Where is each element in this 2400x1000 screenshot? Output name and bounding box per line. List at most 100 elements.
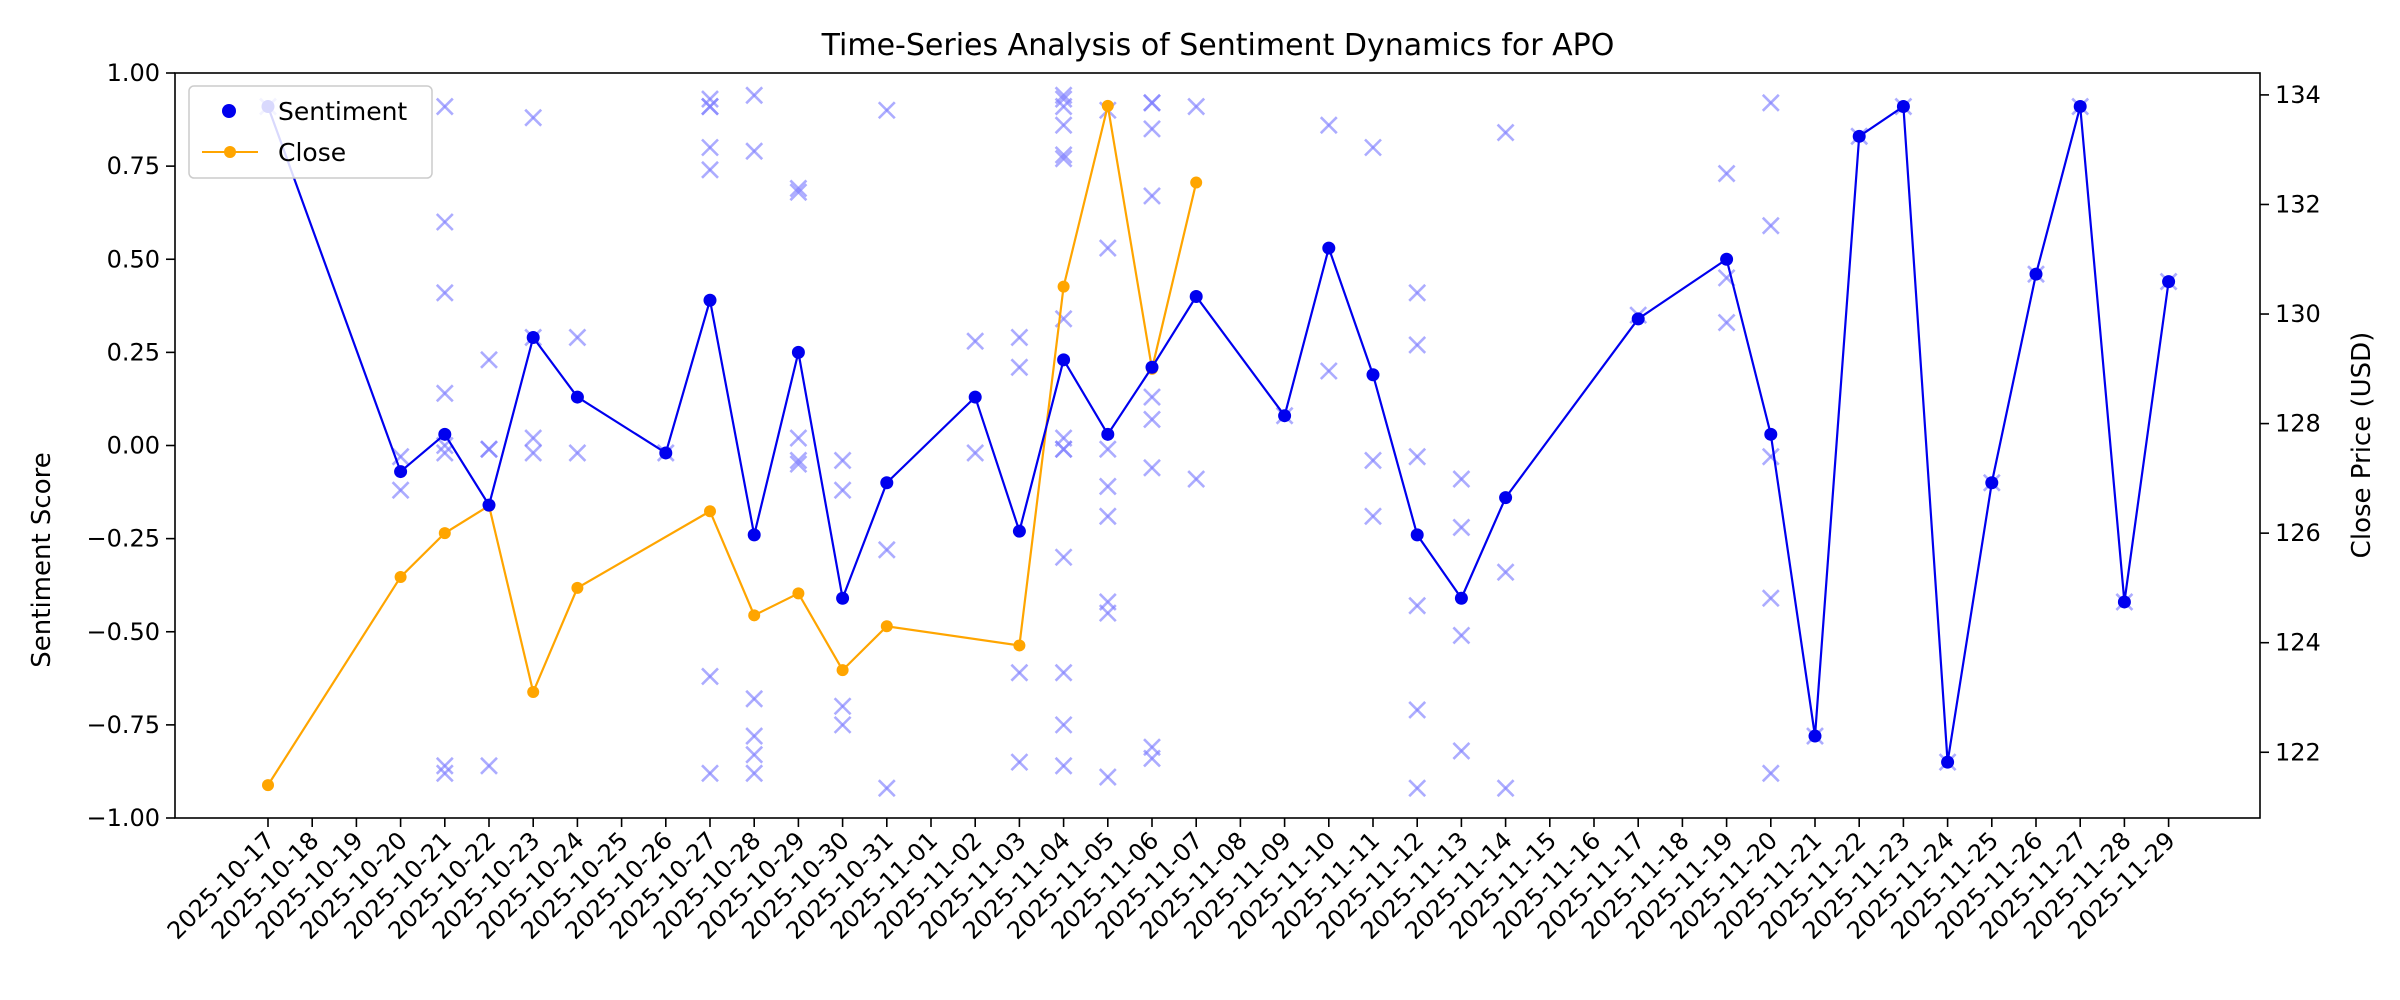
sentiment-point (1012, 524, 1026, 538)
sentiment-point (1896, 100, 1910, 114)
sentiment-line (266, 104, 2170, 763)
sentiment-point (2073, 100, 2087, 114)
scatter-x-point (1496, 563, 1515, 582)
scatter-x-stroke (877, 540, 896, 559)
sentiment-point (880, 476, 894, 490)
sentiment-point (1057, 353, 1071, 367)
axes-frame (174, 72, 2261, 819)
scatter-x-stroke (833, 715, 852, 734)
y2-axis-label: Close Price (USD) (2347, 332, 2377, 559)
scatter-x-point (1761, 447, 1780, 466)
scatter-x-point (1452, 470, 1471, 488)
y2-tick-label: 132 (2275, 190, 2321, 218)
scatter-x-stroke (1098, 440, 1117, 459)
scatter-x-stroke (1408, 447, 1427, 466)
y2-tick-label: 124 (2275, 629, 2321, 657)
scatter-x-point (833, 451, 852, 470)
scatter-x-stroke (1717, 268, 1736, 287)
scatter-x-stroke (1143, 93, 1161, 112)
scatter-x-point (1010, 328, 1029, 347)
scatter-x-point (789, 451, 808, 470)
scatter-x-point (833, 697, 852, 716)
scatter-x-point (1143, 388, 1161, 406)
legend-sentiment-marker (222, 104, 236, 118)
scatter-x-stroke (435, 764, 454, 783)
scatter-x-stroke (1054, 149, 1073, 168)
sentiment-point (1366, 368, 1380, 382)
scatter-x-point (1054, 116, 1073, 135)
close-point (1101, 99, 1114, 112)
scatter-x-point (391, 447, 410, 466)
sentiment-point (791, 345, 805, 359)
scatter-x-point (789, 183, 808, 202)
scatter-x-stroke (1054, 440, 1073, 459)
scatter-x-point (480, 756, 498, 775)
scatter-x-stroke (1761, 589, 1780, 608)
scatter-x-stroke (877, 779, 896, 798)
y-tick-label: 0.50 (107, 245, 160, 273)
scatter-x-point (1761, 764, 1780, 783)
sentiment-point (1764, 427, 1778, 441)
scatter-x-point (1319, 116, 1338, 135)
scatter-x-stroke (1054, 756, 1073, 775)
scatter-x-point (745, 86, 764, 105)
scatter-x-stroke (435, 97, 454, 116)
scatter-x-stroke (966, 444, 985, 462)
scatter-x-stroke (833, 481, 852, 500)
scatter-x-point (1761, 589, 1780, 608)
scatter-x-stroke (1761, 764, 1780, 783)
y-tick-label: −0.50 (86, 618, 160, 646)
scatter-x-stroke (966, 332, 985, 351)
scatter-x-stroke (701, 90, 719, 108)
scatter-x-stroke (1496, 779, 1515, 798)
scatter-x-stroke (1054, 146, 1073, 164)
close-line (267, 105, 1198, 786)
sentiment-series-layer (261, 100, 2176, 769)
sentiment-point (2162, 275, 2176, 289)
scatter-x-point (1408, 701, 1427, 719)
scatter-x-stroke (745, 764, 764, 783)
scatter-x-point (1143, 119, 1161, 138)
close-point (571, 581, 584, 594)
scatter-x-point (1364, 507, 1382, 526)
scatter-x-point (745, 142, 764, 161)
sentiment-point (1101, 427, 1115, 441)
scatter-x-stroke (568, 444, 587, 462)
scatter-x-stroke (1717, 313, 1736, 332)
scatter-x-stroke (1098, 477, 1117, 496)
close-point (836, 664, 849, 677)
scatter-x-point (435, 384, 454, 403)
scatter-x-stroke (745, 86, 764, 105)
scatter-x-stroke (1408, 283, 1427, 302)
scatter-x-stroke (1452, 470, 1471, 488)
scatter-x-point (745, 745, 764, 764)
scatter-x-stroke (1364, 451, 1382, 470)
scatter-x-stroke (1054, 90, 1073, 108)
scatter-x-point (1010, 753, 1029, 772)
scatter-x-point (1143, 93, 1161, 112)
sentiment-point (1985, 476, 1999, 490)
scatter-x-stroke (435, 436, 454, 455)
scatter-x-point (1187, 97, 1206, 116)
scatter-x-point (833, 481, 852, 500)
scatter-x-point (1098, 239, 1117, 257)
scatter-x-stroke (701, 138, 719, 157)
scatter-x-stroke (1452, 518, 1471, 537)
scatter-x-point (1452, 742, 1471, 760)
sentiment-point (438, 427, 452, 441)
scatter-x-point (1098, 604, 1117, 623)
scatter-x-point (435, 756, 454, 775)
scatter-x-stroke (1496, 123, 1515, 142)
scatter-x-stroke (1452, 742, 1471, 760)
scatter-x-stroke (1761, 447, 1780, 466)
scatter-x-stroke (1187, 97, 1206, 116)
scatter-x-point (1098, 768, 1117, 786)
close-point (704, 505, 716, 518)
scatter-x-stroke (701, 764, 719, 783)
scatter-x-stroke (1717, 164, 1736, 183)
scatter-x-point (1054, 715, 1073, 734)
scatter-x-point (1054, 663, 1073, 682)
scatter-x-point (1054, 149, 1073, 168)
y-tick-label: −1.00 (86, 804, 160, 832)
scatter-x-stroke (745, 689, 764, 708)
